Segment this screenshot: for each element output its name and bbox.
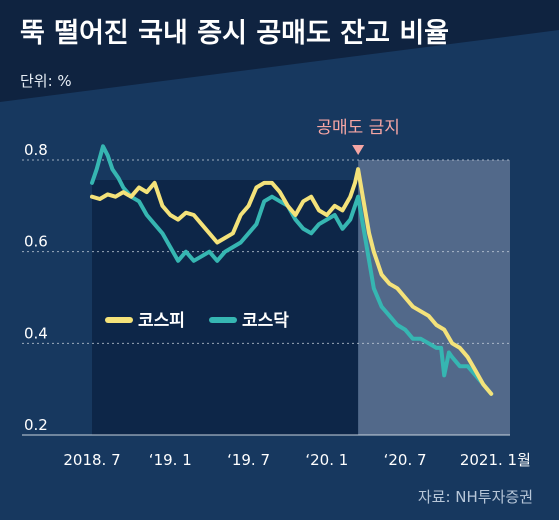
annotation-arrow-icon <box>352 145 365 155</box>
x-tick-label: ‘20. 7 <box>384 451 427 469</box>
annotation-label: 공매도 금지 <box>316 118 400 138</box>
header-band <box>0 0 559 102</box>
x-tick-label: ‘19. 1 <box>149 451 192 469</box>
chart-title: 뚝 떨어진 국내 증시 공매도 잔고 비율 <box>20 18 449 49</box>
series-line-kosdaq <box>90 144 494 396</box>
y-tick-label: 0.4 <box>24 324 48 342</box>
y-tick-label: 0.6 <box>24 233 48 251</box>
x-tick-label: 2018. 7 <box>63 451 120 469</box>
pre-ban-area <box>92 180 359 435</box>
y-tick-label: 0.8 <box>24 141 48 159</box>
legend-label-kospi: 코스피 <box>138 311 185 331</box>
y-axis: 0.8 0.6 0.4 0.2 <box>24 141 48 434</box>
x-tick-label: ‘20. 1 <box>305 451 348 469</box>
x-tick-label: 2021. 1월 <box>460 451 531 469</box>
x-axis: 2018. 7 ‘19. 1 ‘19. 7 ‘20. 1 ‘20. 7 2021… <box>63 451 531 469</box>
x-tick-label: ‘19. 7 <box>227 451 270 469</box>
y-tick-label: 0.2 <box>24 416 48 434</box>
short-sale-ban-area <box>358 160 510 435</box>
legend: 코스피 코스닥 <box>105 311 289 331</box>
unit-label: 단위: % <box>20 72 72 90</box>
series-line-kospi <box>90 167 494 396</box>
legend-label-kosdaq: 코스닥 <box>242 311 289 331</box>
source-label: 자료: NH투자증권 <box>418 488 533 506</box>
